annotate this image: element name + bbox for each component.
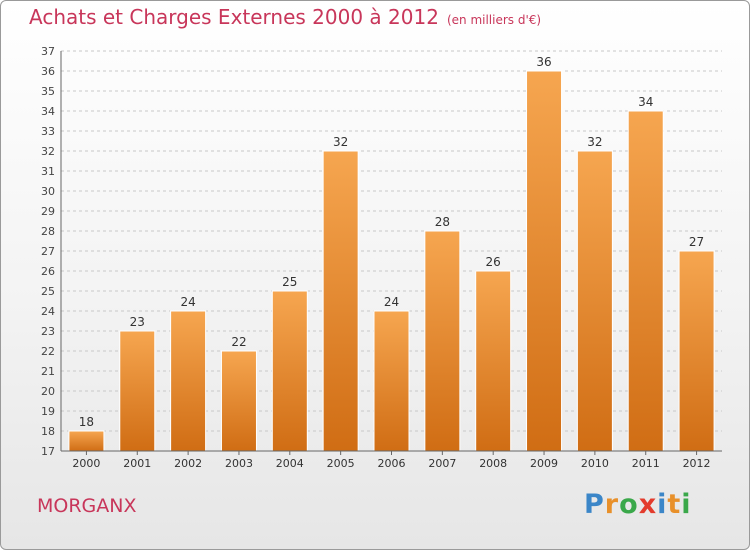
bar bbox=[373, 310, 410, 452]
y-tick-label: 26 bbox=[41, 265, 55, 278]
bar bbox=[68, 430, 105, 452]
y-tick-label: 19 bbox=[41, 405, 55, 418]
bar bbox=[322, 150, 359, 452]
logo-letter: t bbox=[667, 489, 682, 520]
x-tick-label: 2010 bbox=[581, 457, 609, 470]
chart-title: Achats et Charges Externes 2000 à 2012 (e… bbox=[29, 5, 541, 29]
y-tick-label: 33 bbox=[41, 125, 55, 138]
logo-letter: r bbox=[604, 489, 620, 520]
bar bbox=[678, 250, 715, 452]
x-tick-label: 2003 bbox=[225, 457, 253, 470]
data-label: 25 bbox=[282, 275, 297, 289]
x-tick-label: 2012 bbox=[683, 457, 711, 470]
data-label: 27 bbox=[689, 235, 704, 249]
proxiti-logo: Proxiti bbox=[584, 489, 692, 520]
data-label: 32 bbox=[587, 135, 602, 149]
x-tick-label: 2002 bbox=[174, 457, 202, 470]
title-text: Achats et Charges Externes 2000 à 2012 bbox=[29, 5, 439, 29]
data-label: 32 bbox=[333, 135, 348, 149]
data-label: 18 bbox=[79, 415, 94, 429]
x-tick-label: 2005 bbox=[327, 457, 355, 470]
y-tick-label: 18 bbox=[41, 425, 55, 438]
y-tick-label: 35 bbox=[41, 85, 55, 98]
data-label: 22 bbox=[231, 335, 246, 349]
bar bbox=[170, 310, 207, 452]
bar bbox=[576, 150, 613, 452]
data-label: 28 bbox=[435, 215, 450, 229]
bar bbox=[220, 350, 257, 452]
y-tick-label: 34 bbox=[41, 105, 55, 118]
x-tick-label: 2008 bbox=[479, 457, 507, 470]
x-tick-label: 2004 bbox=[276, 457, 304, 470]
y-tick-label: 37 bbox=[41, 45, 55, 58]
bar bbox=[119, 330, 156, 452]
x-tick-label: 2007 bbox=[428, 457, 456, 470]
x-tick-label: 2011 bbox=[632, 457, 660, 470]
data-label: 23 bbox=[130, 315, 145, 329]
x-tick-label: 2001 bbox=[123, 457, 151, 470]
y-tick-label: 31 bbox=[41, 165, 55, 178]
y-tick-label: 22 bbox=[41, 345, 55, 358]
x-tick-label: 2009 bbox=[530, 457, 558, 470]
y-tick-label: 20 bbox=[41, 385, 55, 398]
x-tick-label: 2000 bbox=[72, 457, 100, 470]
y-tick-label: 17 bbox=[41, 445, 55, 458]
y-tick-label: 36 bbox=[41, 65, 55, 78]
y-tick-label: 25 bbox=[41, 285, 55, 298]
data-label: 26 bbox=[486, 255, 501, 269]
y-tick-label: 30 bbox=[41, 185, 55, 198]
data-label: 34 bbox=[638, 95, 653, 109]
unit-label: (en milliers d'€) bbox=[446, 13, 542, 27]
bar bbox=[526, 70, 563, 452]
y-tick-label: 28 bbox=[41, 225, 55, 238]
logo-letter: x bbox=[638, 489, 658, 520]
x-tick-label: 2006 bbox=[378, 457, 406, 470]
bar bbox=[424, 230, 461, 452]
logo-letter: P bbox=[584, 489, 605, 520]
y-tick-label: 32 bbox=[41, 145, 55, 158]
logo-letter: o bbox=[619, 489, 639, 520]
data-label: 24 bbox=[384, 295, 399, 309]
y-tick-label: 24 bbox=[41, 305, 55, 318]
bar bbox=[627, 110, 664, 452]
logo-letter: i bbox=[681, 489, 692, 520]
bar bbox=[271, 290, 308, 452]
data-label: 36 bbox=[536, 55, 551, 69]
y-tick-label: 23 bbox=[41, 325, 55, 338]
y-tick-label: 27 bbox=[41, 245, 55, 258]
logo-letter: i bbox=[657, 489, 668, 520]
place-name: MORGANX bbox=[37, 495, 137, 517]
y-tick-label: 21 bbox=[41, 365, 55, 378]
data-label: 24 bbox=[180, 295, 195, 309]
bar bbox=[475, 270, 512, 452]
y-tick-label: 29 bbox=[41, 205, 55, 218]
